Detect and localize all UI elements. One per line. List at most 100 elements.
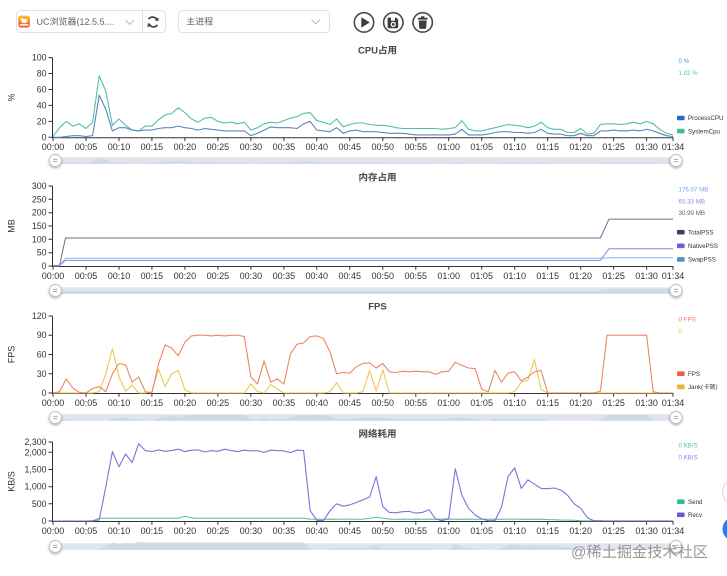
svg-text:1.02 %: 1.02 % [679, 70, 699, 77]
svg-text:250: 250 [32, 194, 47, 204]
svg-text:00:15: 00:15 [141, 398, 164, 408]
svg-text:01:10: 01:10 [503, 142, 526, 152]
svg-text:00:00: 00:00 [42, 526, 65, 536]
svg-text:0: 0 [42, 261, 47, 271]
svg-text:01:00: 01:00 [437, 271, 460, 281]
svg-text:01:05: 01:05 [470, 271, 493, 281]
svg-text:30.99 MB: 30.99 MB [679, 210, 705, 217]
svg-text:01:25: 01:25 [602, 142, 625, 152]
svg-text:00:05: 00:05 [75, 398, 98, 408]
svg-text:1,000: 1,000 [24, 482, 46, 492]
svg-text:2,300: 2,300 [24, 437, 46, 447]
svg-text:00:45: 00:45 [339, 142, 362, 152]
svg-text:00:00: 00:00 [42, 398, 65, 408]
svg-text:01:25: 01:25 [602, 526, 625, 536]
svg-text:00:55: 00:55 [405, 271, 428, 281]
svg-text:00:35: 00:35 [273, 142, 296, 152]
svg-text:01:15: 01:15 [536, 398, 559, 408]
svg-text:01:25: 01:25 [602, 398, 625, 408]
svg-text:01:20: 01:20 [569, 142, 592, 152]
svg-text:00:00: 00:00 [42, 271, 65, 281]
svg-text:00:30: 00:30 [240, 526, 263, 536]
svg-text:00:00: 00:00 [42, 142, 65, 152]
svg-text:50: 50 [37, 248, 47, 258]
svg-text:01:34: 01:34 [662, 526, 685, 536]
svg-text:FPS: FPS [368, 302, 386, 313]
svg-text:01:00: 01:00 [437, 398, 460, 408]
svg-text:01:10: 01:10 [503, 526, 526, 536]
svg-text:00:30: 00:30 [240, 398, 263, 408]
svg-text:SystemCpu: SystemCpu [688, 128, 721, 135]
svg-text:ProcessCPU: ProcessCPU [688, 115, 723, 122]
svg-text:01:30: 01:30 [635, 142, 658, 152]
svg-text:00:40: 00:40 [306, 526, 329, 536]
svg-text:00:55: 00:55 [405, 526, 428, 536]
svg-text:00:40: 00:40 [306, 142, 329, 152]
svg-text:120: 120 [32, 311, 47, 321]
svg-text:01:25: 01:25 [602, 271, 625, 281]
svg-text:60: 60 [37, 350, 47, 360]
svg-text:00:05: 00:05 [75, 142, 98, 152]
svg-text:176.07 MB: 176.07 MB [679, 187, 709, 194]
svg-text:00:45: 00:45 [339, 398, 362, 408]
svg-text:00:55: 00:55 [405, 398, 428, 408]
svg-text:00:50: 00:50 [372, 526, 395, 536]
svg-text:40: 40 [37, 100, 47, 110]
svg-text:00:20: 00:20 [174, 142, 197, 152]
svg-text:0 KB/S: 0 KB/S [679, 443, 698, 450]
svg-text:00:15: 00:15 [141, 142, 164, 152]
svg-text:KB/S: KB/S [7, 471, 17, 492]
svg-text:%: % [7, 93, 17, 101]
svg-text:0 FPS: 0 FPS [679, 317, 696, 324]
svg-text:00:35: 00:35 [273, 526, 296, 536]
svg-text:01:20: 01:20 [569, 398, 592, 408]
svg-text:01:30: 01:30 [635, 398, 658, 408]
svg-text:00:30: 00:30 [240, 142, 263, 152]
svg-text:0: 0 [679, 328, 683, 335]
svg-text:01:00: 01:00 [437, 526, 460, 536]
svg-text:01:30: 01:30 [635, 526, 658, 536]
svg-text:500: 500 [32, 499, 47, 509]
svg-text:NativePSS: NativePSS [688, 243, 718, 250]
svg-text:00:50: 00:50 [372, 142, 395, 152]
svg-text:0: 0 [42, 516, 47, 526]
svg-text:MB: MB [7, 219, 17, 233]
svg-text:01:15: 01:15 [536, 142, 559, 152]
svg-text:00:30: 00:30 [240, 271, 263, 281]
svg-text:SwapPSS: SwapPSS [688, 257, 716, 264]
svg-text:01:34: 01:34 [662, 271, 685, 281]
svg-text:00:10: 00:10 [108, 142, 131, 152]
svg-text:00:50: 00:50 [372, 398, 395, 408]
svg-text:30: 30 [37, 369, 47, 379]
svg-text:00:50: 00:50 [372, 271, 395, 281]
svg-text:01:20: 01:20 [569, 526, 592, 536]
svg-text:01:05: 01:05 [470, 142, 493, 152]
svg-text:00:25: 00:25 [207, 398, 230, 408]
svg-text:Recv: Recv [688, 512, 703, 519]
svg-text:90: 90 [37, 330, 47, 340]
svg-text:200: 200 [32, 208, 47, 218]
svg-text:01:05: 01:05 [470, 526, 493, 536]
svg-text:0 KB/S: 0 KB/S [679, 454, 698, 461]
svg-text:01:15: 01:15 [536, 271, 559, 281]
svg-text:00:40: 00:40 [306, 271, 329, 281]
svg-text:00:35: 00:35 [273, 271, 296, 281]
svg-text:80: 80 [37, 69, 47, 79]
svg-text:300: 300 [32, 181, 47, 191]
svg-text:00:15: 00:15 [141, 526, 164, 536]
svg-text:150: 150 [32, 221, 47, 231]
svg-text:20: 20 [37, 116, 47, 126]
svg-text:TotalPSS: TotalPSS [688, 229, 713, 236]
svg-text:0: 0 [42, 388, 47, 398]
svg-text:00:55: 00:55 [405, 142, 428, 152]
svg-text:100: 100 [32, 234, 47, 244]
svg-text:FPS: FPS [7, 346, 17, 364]
svg-text:01:10: 01:10 [503, 398, 526, 408]
svg-text:00:20: 00:20 [174, 526, 197, 536]
svg-text:100: 100 [32, 53, 47, 63]
svg-text:00:10: 00:10 [108, 398, 131, 408]
svg-text:00:45: 00:45 [339, 271, 362, 281]
svg-text:FPS: FPS [688, 371, 700, 378]
svg-text:0 %: 0 % [679, 58, 690, 65]
svg-text:00:10: 00:10 [108, 526, 131, 536]
